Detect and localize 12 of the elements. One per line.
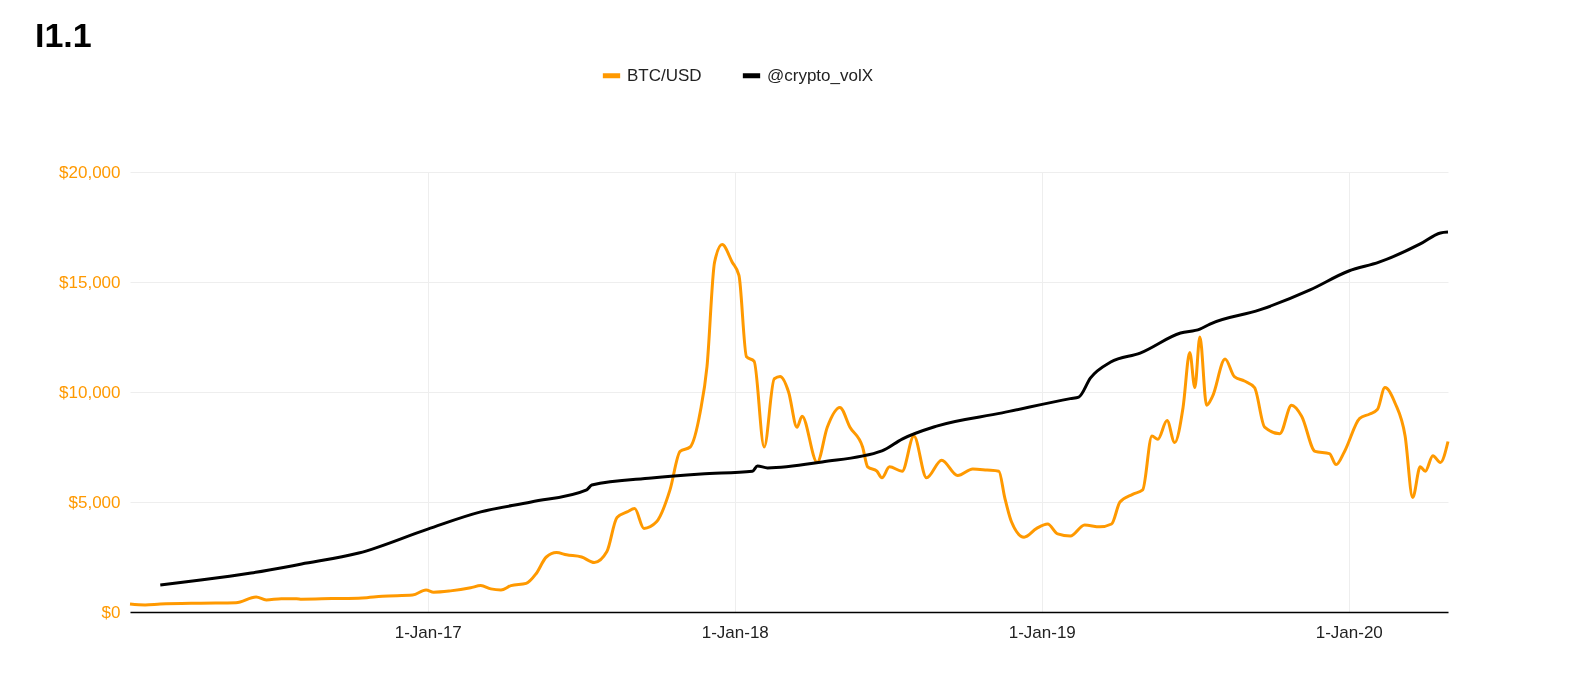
x-tick-label: 1-Jan-18 xyxy=(701,622,769,642)
y-tick-label: $0 xyxy=(101,602,121,622)
chart-title: I1.1 xyxy=(35,16,92,54)
x-tick-label: 1-Jan-20 xyxy=(1315,622,1383,642)
y-tick-label: $15,000 xyxy=(59,272,121,292)
y-tick-label: $5,000 xyxy=(68,492,121,512)
x-tick-label: 1-Jan-17 xyxy=(394,622,462,642)
legend-label: @crypto_volX xyxy=(767,65,874,85)
y-tick-label: $20,000 xyxy=(59,162,121,182)
x-tick-label: 1-Jan-19 xyxy=(1008,622,1076,642)
y-tick-label: $10,000 xyxy=(59,382,121,402)
legend-label: BTC/USD xyxy=(627,65,702,85)
